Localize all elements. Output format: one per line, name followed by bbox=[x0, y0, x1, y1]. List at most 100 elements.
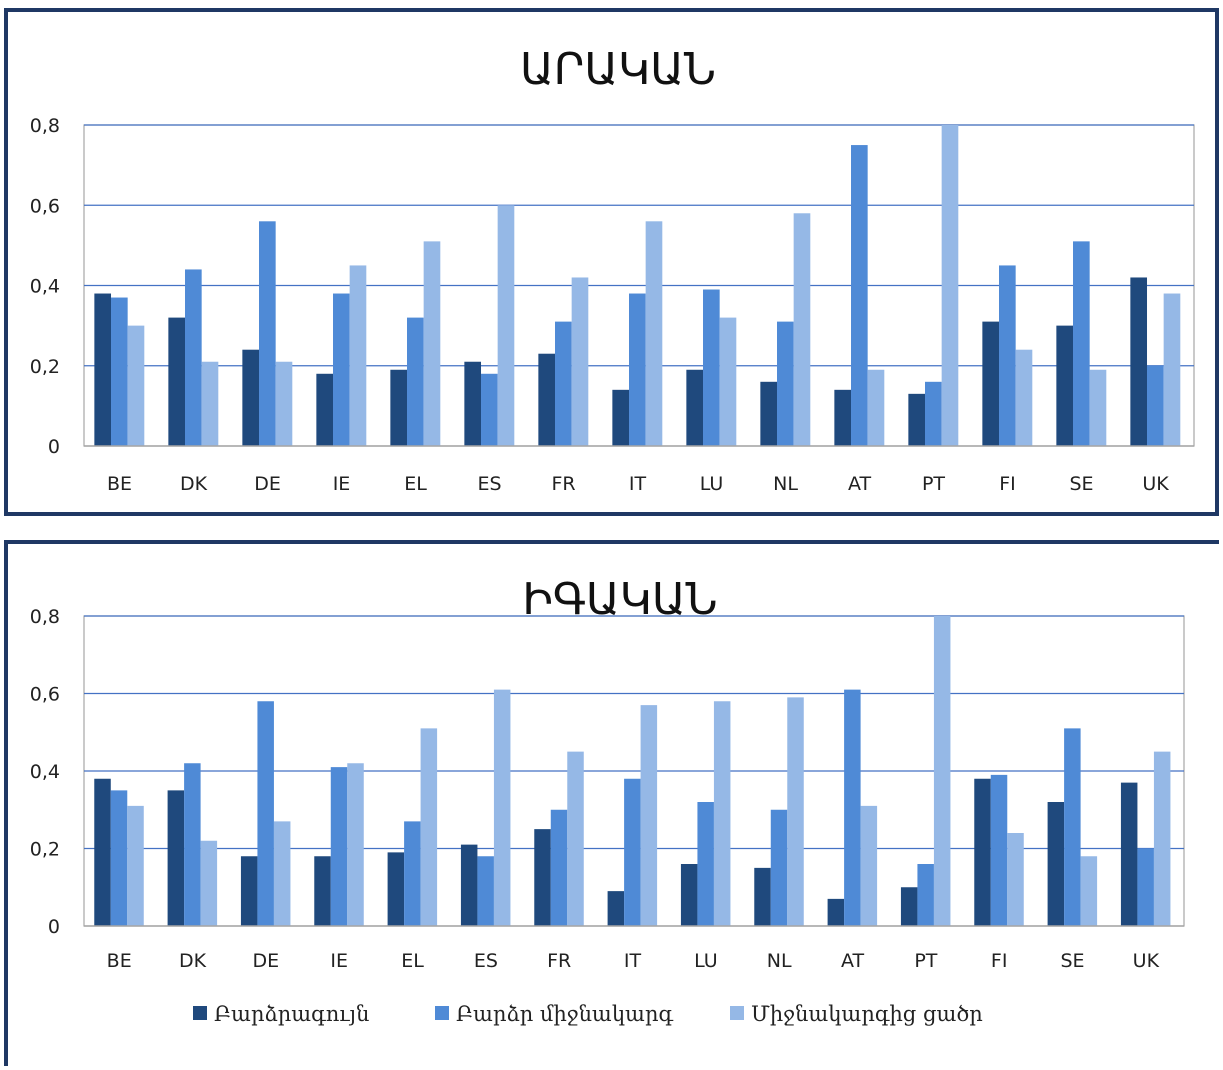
x-tick-label: SE bbox=[1069, 473, 1093, 495]
bar-it-series-2 bbox=[629, 293, 646, 446]
chart-1-svg: ԱՐԱԿԱՆ 0 0,2 0,4 0,6 0,8 BE DK DE IE EL ES FR IT LU NL… bbox=[30, 44, 1195, 495]
chart-1-title: ԱՐԱԿԱՆ bbox=[520, 44, 716, 95]
bar-ie-series-2 bbox=[333, 293, 350, 446]
bar-be-series-3 bbox=[127, 325, 145, 446]
bar-it-series-3 bbox=[645, 221, 663, 446]
bar-at-series-2 bbox=[844, 689, 861, 926]
bar-uk-series-2 bbox=[1137, 848, 1154, 926]
bar-at-series-1 bbox=[834, 389, 852, 446]
bar-es-series-3 bbox=[497, 205, 515, 446]
bar-el-series-2 bbox=[404, 821, 421, 926]
bar-lu-series-3 bbox=[713, 701, 731, 926]
bar-pt-series-1 bbox=[908, 393, 926, 446]
x-tick-label: UK bbox=[1142, 473, 1169, 495]
x-tick-label: IT bbox=[624, 950, 642, 972]
bar-fi-series-3 bbox=[1015, 349, 1033, 446]
bar-el-series-1 bbox=[387, 852, 405, 926]
bar-es-series-3 bbox=[493, 689, 511, 926]
bar-de-series-2 bbox=[257, 701, 274, 926]
bar-fr-series-3 bbox=[567, 751, 584, 926]
y-tick-label: 0,6 bbox=[30, 684, 60, 706]
chart-2-title: ԻԳԱԿԱՆ bbox=[522, 574, 717, 625]
bar-pt-series-1 bbox=[900, 887, 918, 926]
bar-at-series-3 bbox=[860, 805, 878, 926]
bar-se-series-2 bbox=[1073, 241, 1090, 446]
legend-swatch-3 bbox=[730, 1006, 744, 1020]
x-tick-label: DE bbox=[253, 950, 280, 972]
bar-ie-series-3 bbox=[349, 265, 367, 446]
bar-nl-series-3 bbox=[787, 697, 804, 926]
chart-1-plot: 0 0,2 0,4 0,6 0,8 BE DK DE IE EL ES FR IT LU NL AT PT FI S… bbox=[30, 115, 1195, 495]
legend-swatch-2 bbox=[435, 1006, 449, 1020]
bar-pt-series-2 bbox=[917, 864, 934, 926]
bar-uk-series-1 bbox=[1120, 782, 1138, 926]
x-tick-label: FI bbox=[991, 950, 1008, 972]
bar-el-series-3 bbox=[423, 241, 441, 446]
y-tick-label: 0,6 bbox=[30, 195, 60, 217]
bar-be-series-2 bbox=[111, 297, 128, 446]
chart-2-plot: 0 0,2 0,4 0,6 0,8 BE DK DE IE EL ES FR IT LU NL AT PT FI S… bbox=[30, 606, 1185, 972]
x-tick-label: FI bbox=[999, 473, 1016, 495]
y-tick-label: 0,2 bbox=[30, 839, 60, 861]
y-tick-label: 0 bbox=[48, 916, 60, 938]
bar-de-series-1 bbox=[242, 349, 260, 446]
chart-2-svg: ԻԳԱԿԱՆ Բարձրագույն Բարձր միջնակարգ Միջնա… bbox=[30, 574, 1185, 1026]
bar-el-series-3 bbox=[420, 728, 438, 926]
x-tick-label: IE bbox=[333, 473, 351, 495]
bar-nl-series-1 bbox=[754, 867, 771, 926]
chart-panel-1: ԱՐԱԿԱՆ 0 0,2 0,4 0,6 0,8 BE DK DE IE EL ES FR IT LU NL… bbox=[4, 8, 1219, 516]
x-tick-label: AT bbox=[841, 950, 865, 972]
bar-lu-series-2 bbox=[703, 289, 720, 446]
bar-ie-series-3 bbox=[347, 763, 364, 926]
bar-dk-series-1 bbox=[167, 790, 185, 926]
bar-dk-series-1 bbox=[168, 317, 186, 446]
x-tick-label: EL bbox=[404, 473, 427, 495]
y-tick-label: 0,8 bbox=[30, 115, 60, 137]
bar-at-series-3 bbox=[867, 369, 885, 446]
bar-be-series-2 bbox=[110, 790, 128, 926]
bar-be-series-1 bbox=[94, 293, 112, 446]
bar-nl-series-1 bbox=[760, 381, 778, 446]
bar-pt-series-2 bbox=[925, 381, 942, 446]
chart-panel-2: ԻԳԱԿԱՆ Բարձրագույն Բարձր միջնակարգ Միջնա… bbox=[4, 540, 1219, 1066]
bar-it-series-2 bbox=[624, 778, 641, 926]
x-tick-label: PT bbox=[914, 950, 937, 972]
bar-se-series-3 bbox=[1089, 369, 1107, 446]
bar-pt-series-3 bbox=[941, 125, 959, 446]
bar-se-series-1 bbox=[1047, 802, 1065, 926]
bar-de-series-3 bbox=[273, 821, 291, 926]
bar-fi-series-2 bbox=[999, 265, 1016, 446]
bar-uk-series-3 bbox=[1163, 293, 1181, 446]
bar-fr-series-2 bbox=[555, 321, 572, 446]
y-tick-label: 0,4 bbox=[30, 761, 60, 783]
bar-lu-series-1 bbox=[686, 369, 704, 446]
bar-se-series-3 bbox=[1080, 856, 1098, 926]
bar-es-series-2 bbox=[477, 856, 494, 926]
bar-it-series-1 bbox=[612, 389, 630, 446]
bar-fi-series-2 bbox=[990, 774, 1008, 926]
bar-dk-series-2 bbox=[184, 763, 201, 926]
x-tick-label: EL bbox=[401, 950, 424, 972]
legend-label-2: Բարձր միջնակարգ bbox=[456, 1002, 673, 1026]
bar-uk-series-1 bbox=[1130, 277, 1148, 446]
x-tick-label: NL bbox=[773, 473, 798, 495]
bar-de-series-2 bbox=[259, 221, 276, 446]
bar-se-series-1 bbox=[1056, 325, 1074, 446]
x-tick-label: BE bbox=[107, 473, 132, 495]
bar-nl-series-2 bbox=[770, 809, 788, 926]
x-tick-label: LU bbox=[694, 950, 718, 972]
bar-ie-series-2 bbox=[330, 767, 348, 926]
bar-fi-series-1 bbox=[974, 778, 991, 926]
bar-fi-series-1 bbox=[982, 321, 1000, 446]
legend-label-1: Բարձրագույն bbox=[214, 1002, 369, 1026]
bar-be-series-1 bbox=[94, 778, 111, 926]
bar-lu-series-1 bbox=[680, 864, 698, 926]
bar-lu-series-2 bbox=[697, 802, 714, 926]
y-tick-label: 0,2 bbox=[30, 356, 60, 378]
x-tick-label: IT bbox=[629, 473, 647, 495]
x-tick-label: BE bbox=[107, 950, 132, 972]
x-tick-label: SE bbox=[1060, 950, 1084, 972]
bar-el-series-2 bbox=[407, 317, 424, 446]
x-tick-label: IE bbox=[330, 950, 348, 972]
bar-at-series-2 bbox=[851, 145, 868, 446]
